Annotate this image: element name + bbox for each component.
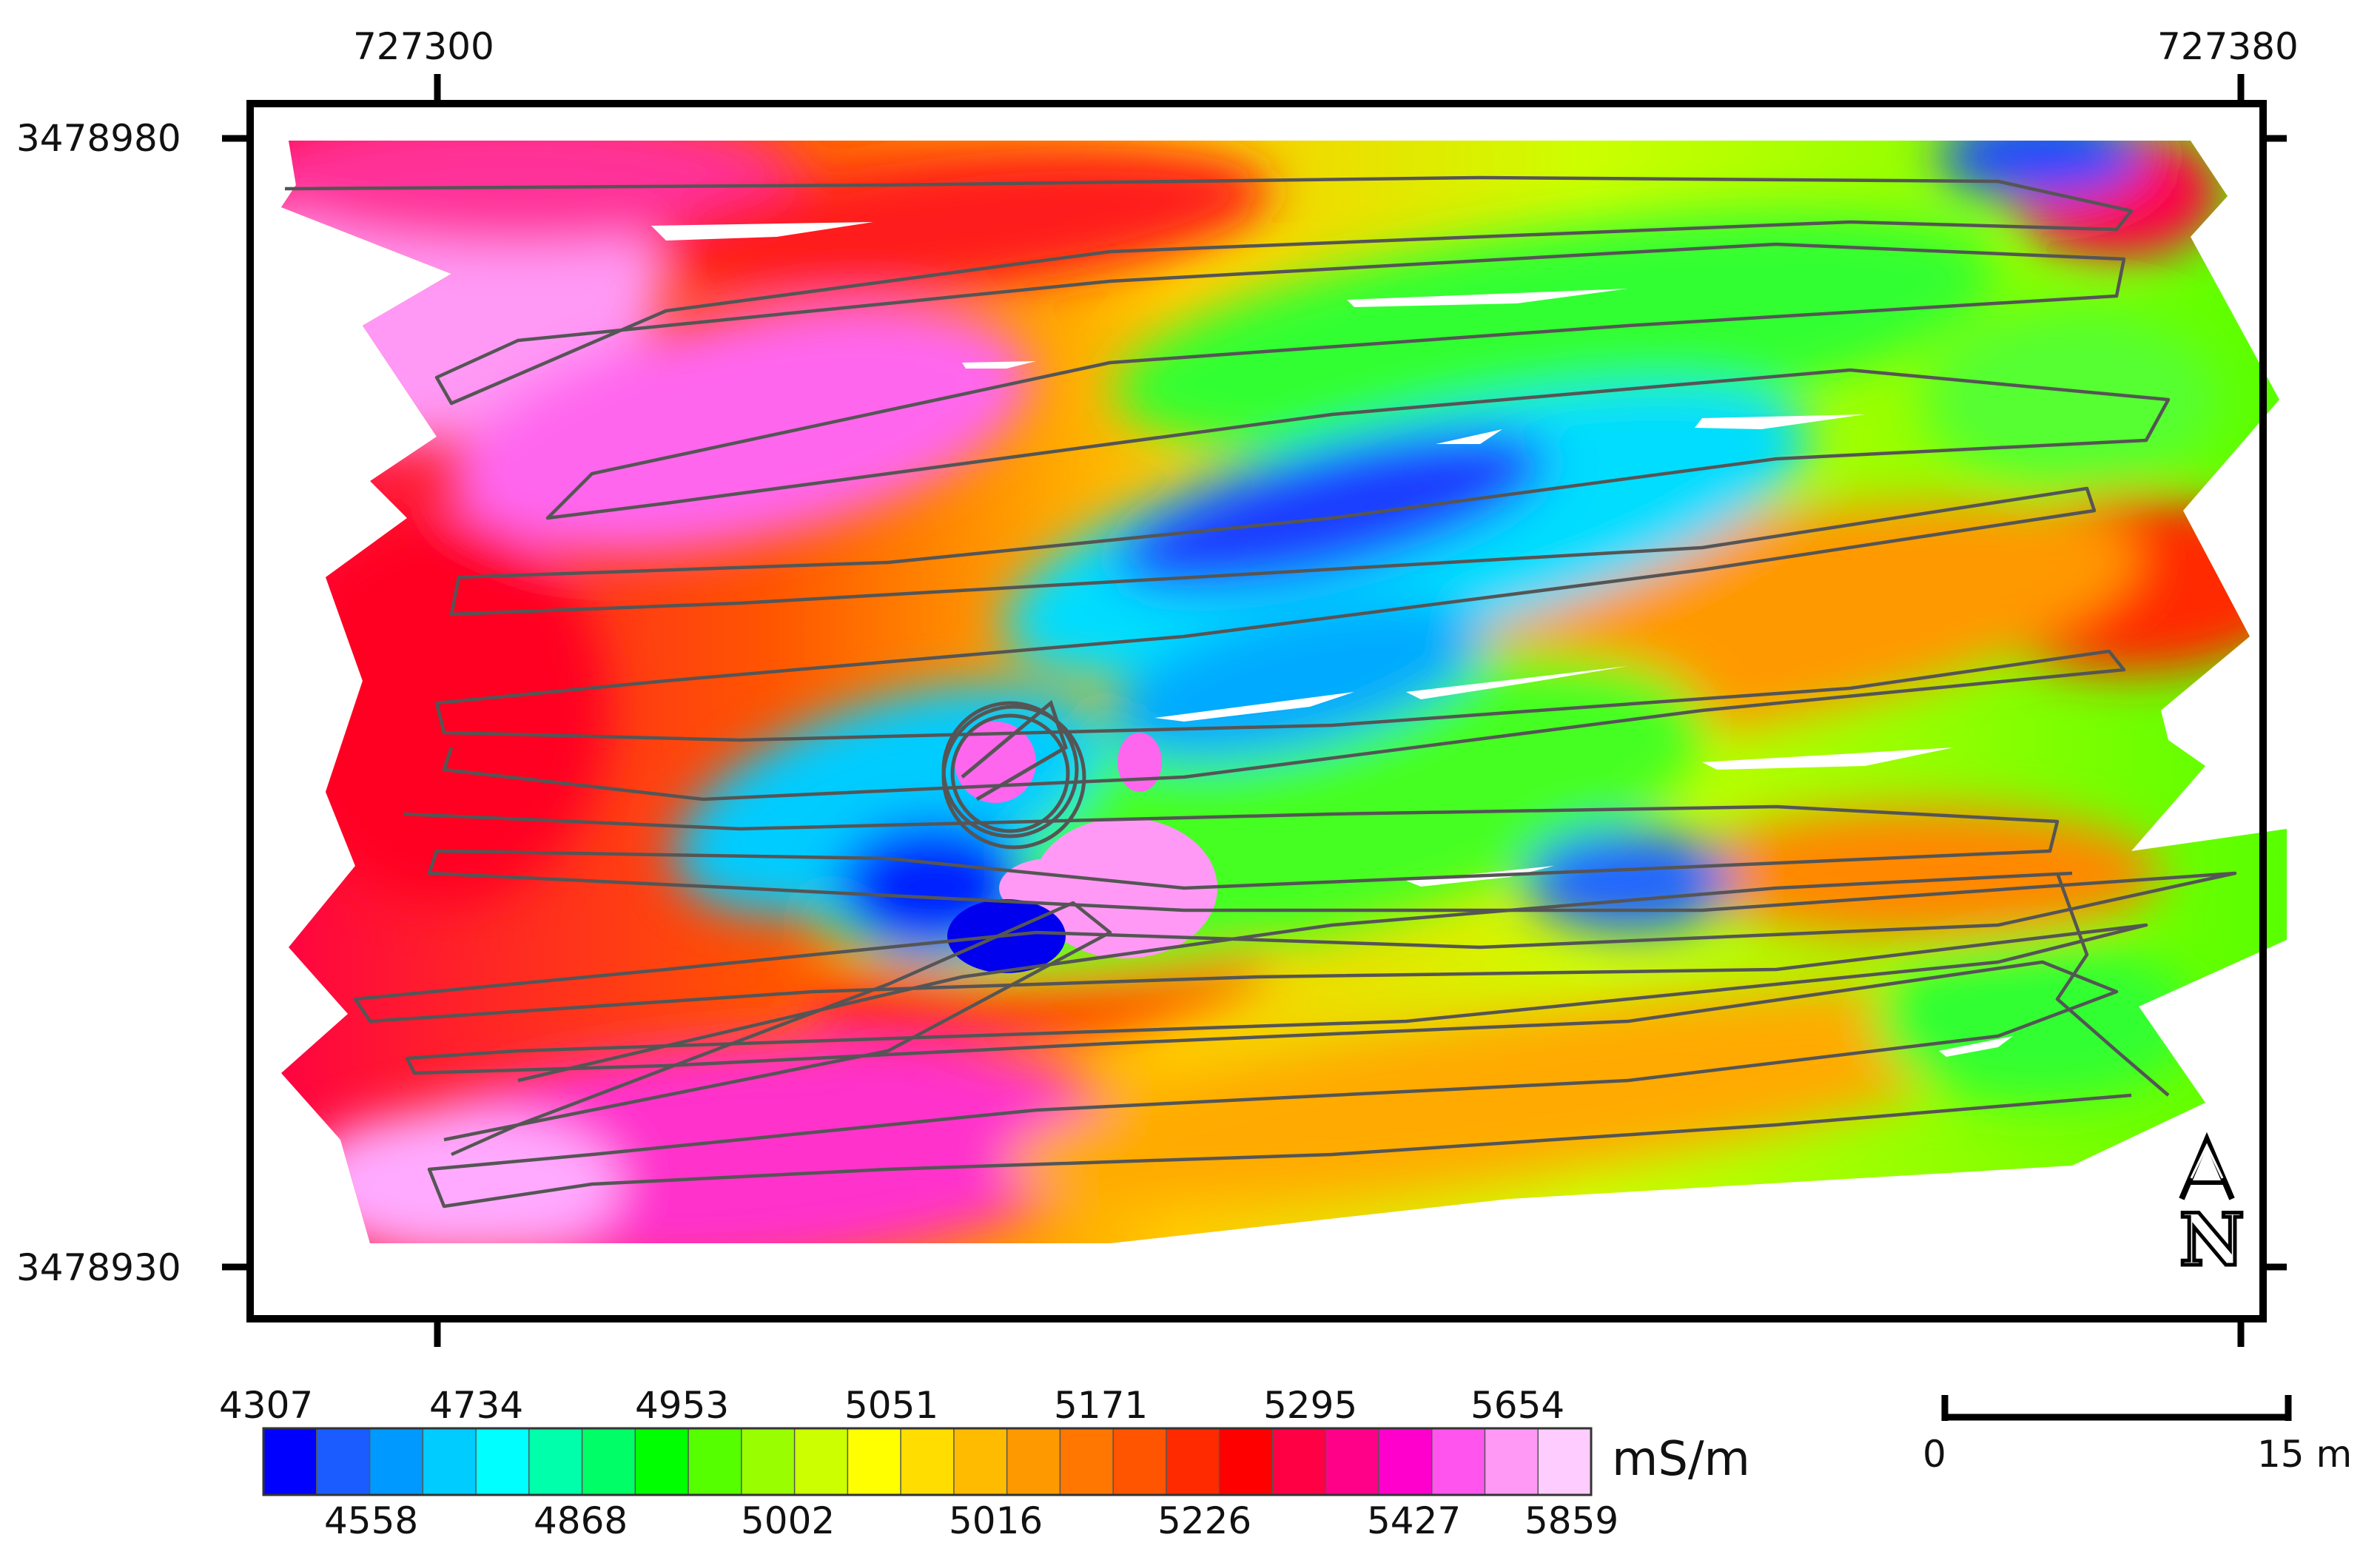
legend-bin (1484, 1428, 1539, 1496)
easting-label-left: 727300 (353, 25, 494, 68)
legend-bin (741, 1428, 796, 1496)
legend-bin (1537, 1428, 1593, 1496)
map-frame (246, 100, 2267, 1322)
circular-track-loop (941, 699, 1086, 850)
legend-bottom-label: 5002 (741, 1499, 836, 1542)
legend-bottom-label: 4558 (324, 1499, 419, 1542)
survey-tracks (284, 175, 2237, 1209)
legend-bin (1325, 1428, 1380, 1496)
legend-bin (900, 1428, 955, 1496)
legend-bin (316, 1428, 371, 1496)
easting-label-right: 727380 (2157, 25, 2299, 68)
legend-top-label: 5171 (1054, 1384, 1149, 1427)
legend-bin (953, 1428, 1008, 1496)
legend-bin (1006, 1428, 1061, 1496)
legend-bin (634, 1428, 690, 1496)
legend-bin (1431, 1428, 1486, 1496)
legend-bin (793, 1428, 849, 1496)
legend-top-label: 4307 (219, 1384, 314, 1427)
legend-bin (688, 1428, 743, 1496)
scale-bar (1941, 1395, 2292, 1421)
legend-bin (1218, 1428, 1274, 1496)
legend-top-label: 4734 (429, 1384, 524, 1427)
northing-label-top: 3478980 (16, 117, 181, 160)
scale-end-label: 15 m (2257, 1433, 2353, 1476)
legend-bin (581, 1428, 636, 1496)
legend-bin (1166, 1428, 1220, 1496)
legend-bottom-label: 5859 (1525, 1499, 1619, 1542)
legend-top-label: 5051 (844, 1384, 939, 1427)
scale-start-label: 0 (1923, 1433, 1946, 1476)
legend-bin (475, 1428, 531, 1496)
legend-bin (422, 1428, 477, 1496)
legend-bin (1378, 1428, 1433, 1496)
coordinate-ticks (222, 74, 2287, 1347)
legend-bottom-label: 4868 (534, 1499, 628, 1542)
legend-top-label: 5295 (1263, 1384, 1358, 1427)
legend-unit: mS/m (1612, 1432, 1750, 1487)
legend-color-bar (263, 1428, 1593, 1496)
northing-label-bottom: 3478930 (16, 1246, 181, 1289)
conductivity-raster (281, 141, 2287, 1243)
legend-bin (1112, 1428, 1168, 1496)
north-arrow-icon (2179, 1132, 2235, 1200)
north-letter: N (2178, 1198, 2247, 1282)
legend-frame (262, 1427, 1593, 1496)
legend-bin (263, 1428, 318, 1496)
legend-bin (1271, 1428, 1327, 1496)
legend-bin (369, 1428, 424, 1496)
legend-top-label: 5654 (1470, 1384, 1565, 1427)
legend-bottom-label: 5016 (949, 1499, 1043, 1542)
legend-top-label: 4953 (635, 1384, 730, 1427)
legend-bottom-label: 5427 (1367, 1499, 1462, 1542)
legend-bin (528, 1428, 583, 1496)
legend-bin (1059, 1428, 1115, 1496)
legend-bottom-label: 5226 (1157, 1499, 1252, 1542)
legend-bin (847, 1428, 902, 1496)
